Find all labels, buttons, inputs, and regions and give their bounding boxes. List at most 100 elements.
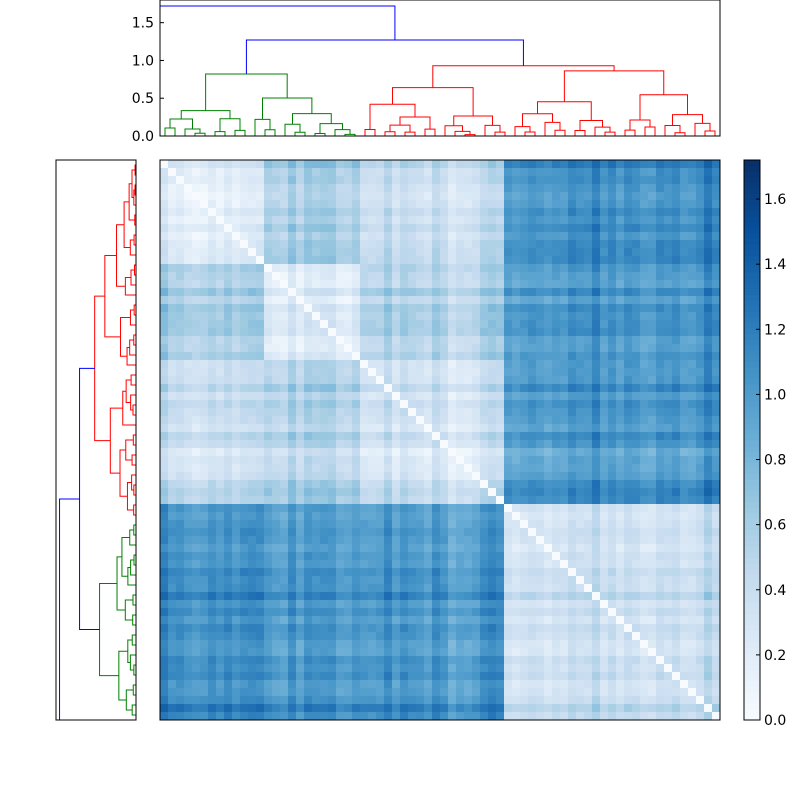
- heatmap-cell: [608, 248, 617, 257]
- heatmap-cell: [672, 624, 681, 633]
- heatmap-cell: [544, 544, 553, 553]
- heatmap-cell: [528, 160, 537, 169]
- heatmap-cell: [520, 320, 529, 329]
- heatmap-cell: [200, 512, 209, 521]
- heatmap-cell: [248, 632, 257, 641]
- heatmap-cell: [616, 264, 625, 273]
- heatmap-cell: [576, 400, 585, 409]
- heatmap-cell: [288, 448, 297, 457]
- heatmap-cell: [376, 536, 385, 545]
- heatmap-cell: [520, 648, 529, 657]
- heatmap-cell: [640, 376, 649, 385]
- heatmap-cell: [704, 488, 713, 497]
- heatmap-cell: [376, 656, 385, 665]
- heatmap-cell: [584, 568, 593, 577]
- heatmap-cell: [176, 496, 185, 505]
- heatmap-cell: [320, 560, 329, 569]
- heatmap-cell: [560, 368, 569, 377]
- heatmap-cell: [256, 184, 265, 193]
- heatmap-cell: [424, 248, 433, 257]
- heatmap-cell: [568, 296, 577, 305]
- heatmap-cell: [680, 360, 689, 369]
- heatmap-cell: [384, 232, 393, 241]
- heatmap-cell: [232, 208, 241, 217]
- heatmap-cell: [224, 712, 233, 721]
- heatmap-cell: [560, 392, 569, 401]
- heatmap-cell: [480, 424, 489, 433]
- heatmap-cell: [256, 664, 265, 673]
- heatmap-cell: [672, 632, 681, 641]
- heatmap-cell: [336, 528, 345, 537]
- heatmap-cell: [296, 288, 305, 297]
- heatmap-cell: [264, 448, 273, 457]
- heatmap-cell: [392, 344, 401, 353]
- heatmap-cell: [640, 208, 649, 217]
- heatmap-cell: [312, 696, 321, 705]
- heatmap-cell: [248, 160, 257, 169]
- heatmap-cell: [520, 256, 529, 265]
- heatmap-cell: [624, 656, 633, 665]
- heatmap-cell: [352, 168, 361, 177]
- heatmap-cell: [176, 640, 185, 649]
- heatmap-cell: [712, 368, 721, 377]
- heatmap-cell: [264, 536, 273, 545]
- heatmap-cell: [456, 568, 465, 577]
- heatmap-cell: [408, 552, 417, 561]
- heatmap-cell: [216, 248, 225, 257]
- heatmap-cell: [600, 272, 609, 281]
- heatmap-cell: [528, 184, 537, 193]
- heatmap-cell: [600, 360, 609, 369]
- heatmap-cell: [224, 272, 233, 281]
- heatmap-cell: [520, 544, 529, 553]
- heatmap-cell: [176, 352, 185, 361]
- heatmap-cell: [336, 464, 345, 473]
- heatmap-cell: [520, 400, 529, 409]
- heatmap-cell: [328, 176, 337, 185]
- heatmap-cell: [448, 424, 457, 433]
- heatmap-cell: [664, 664, 673, 673]
- heatmap-cell: [296, 608, 305, 617]
- heatmap-cell: [592, 344, 601, 353]
- heatmap-cell: [640, 544, 649, 553]
- heatmap-cell: [536, 584, 545, 593]
- heatmap-cell: [416, 672, 425, 681]
- heatmap-cell: [632, 224, 641, 233]
- heatmap-cell: [464, 352, 473, 361]
- heatmap-cell: [640, 656, 649, 665]
- heatmap-cell: [232, 480, 241, 489]
- heatmap-cell: [424, 304, 433, 313]
- heatmap-cell: [696, 688, 705, 697]
- heatmap-cell: [416, 344, 425, 353]
- heatmap-cell: [600, 408, 609, 417]
- heatmap-cell: [224, 256, 233, 265]
- heatmap-cell: [216, 672, 225, 681]
- heatmap-cell: [344, 272, 353, 281]
- heatmap-cell: [704, 632, 713, 641]
- heatmap-cell: [216, 264, 225, 273]
- heatmap-cell: [296, 688, 305, 697]
- dendrogram-link: [184, 128, 201, 136]
- heatmap-cell: [176, 616, 185, 625]
- heatmap-cell: [632, 216, 641, 225]
- heatmap-cell: [488, 560, 497, 569]
- heatmap-cell: [592, 320, 601, 329]
- heatmap-cell: [600, 400, 609, 409]
- heatmap-cell: [384, 648, 393, 657]
- heatmap-cell: [624, 160, 633, 169]
- heatmap-cell: [640, 640, 649, 649]
- heatmap-cell: [560, 512, 569, 521]
- heatmap-cell: [384, 568, 393, 577]
- heatmap-cell: [208, 240, 217, 249]
- heatmap-cell: [432, 376, 441, 385]
- heatmap-cell: [280, 600, 289, 609]
- heatmap-cell: [440, 376, 449, 385]
- heatmap-cell: [160, 576, 169, 585]
- heatmap-cell: [168, 576, 177, 585]
- heatmap-cell: [368, 568, 377, 577]
- heatmap-cell: [168, 224, 177, 233]
- heatmap-cell: [240, 200, 249, 209]
- heatmap-cell: [624, 528, 633, 537]
- heatmap-cell: [568, 704, 577, 713]
- heatmap-cell: [200, 648, 209, 657]
- heatmap-cell: [568, 376, 577, 385]
